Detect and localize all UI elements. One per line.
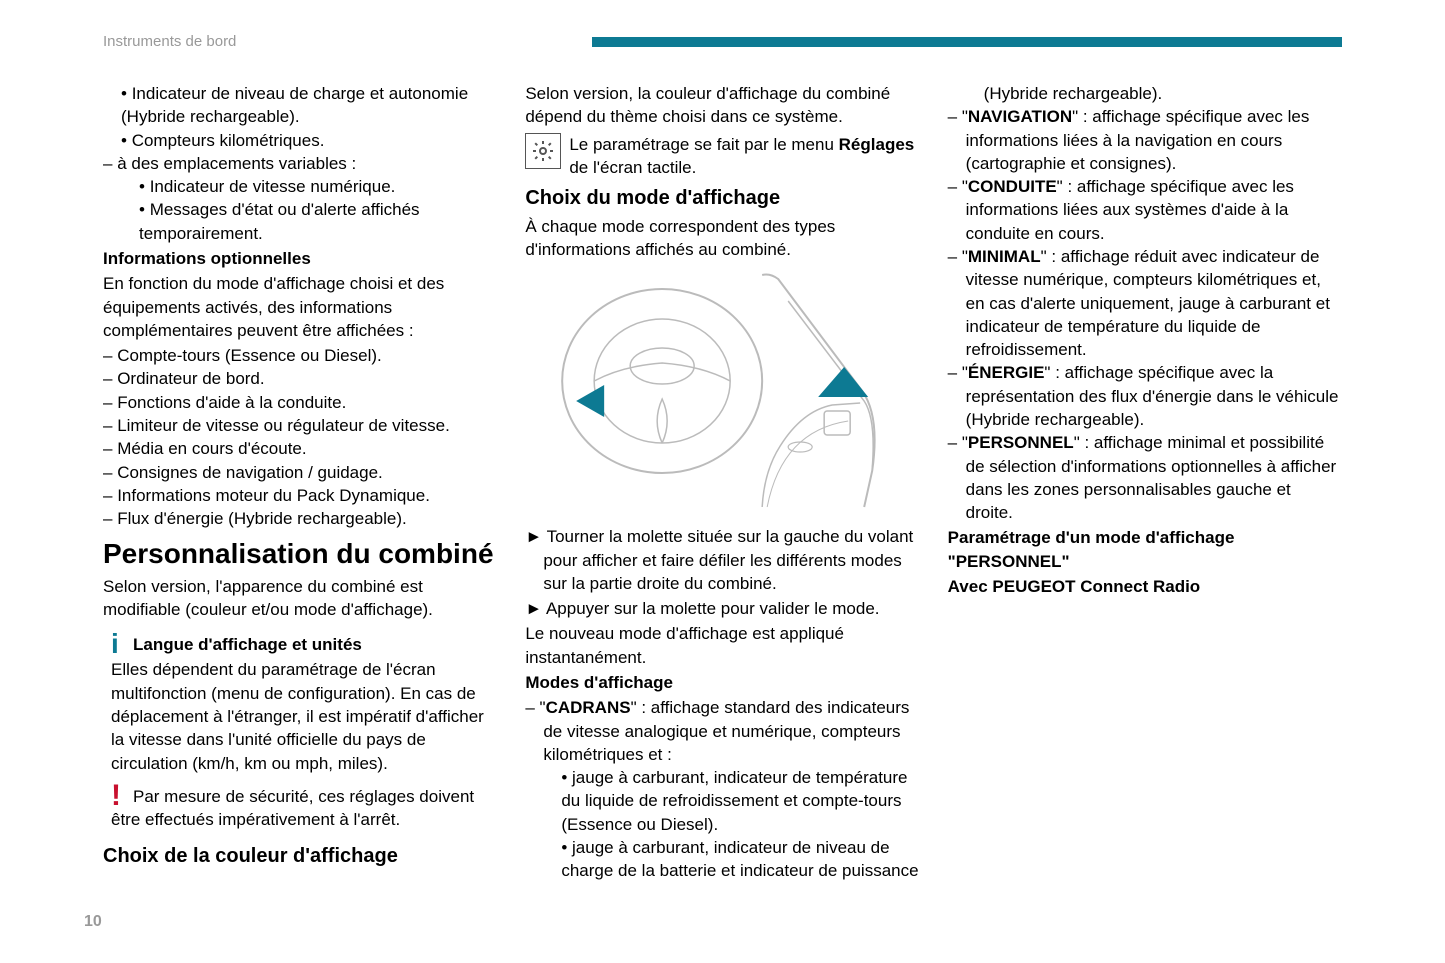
radio-heading: Avec PEUGEOT Connect Radio bbox=[948, 575, 1342, 598]
mode-conduite: "CONDUITE" : affichage spécifique avec l… bbox=[948, 175, 1342, 245]
mode-personnel: "PERSONNEL" : affichage minimal et possi… bbox=[948, 431, 1342, 524]
gear-text: Le paramétrage se fait par le menu Régla… bbox=[569, 133, 919, 180]
dash-item: Fonctions d'aide à la conduite. bbox=[103, 391, 497, 414]
header-accent-bar bbox=[592, 37, 1342, 47]
info-body: Elles dépendent du paramétrage de l'écra… bbox=[111, 658, 489, 774]
bullet-item: jauge à carburant, indicateur de tempéra… bbox=[561, 766, 919, 836]
dash-item: Compte-tours (Essence ou Diesel). bbox=[103, 344, 497, 367]
info-title: Langue d'affichage et unités bbox=[133, 635, 362, 654]
dash-item: Informations moteur du Pack Dynamique. bbox=[103, 484, 497, 507]
opt-list: Compte-tours (Essence ou Diesel). Ordina… bbox=[103, 344, 497, 530]
mode-navigation: "NAVIGATION" : affichage spécifique avec… bbox=[948, 105, 1342, 175]
info-box: iLangue d'affichage et unités Elles dépe… bbox=[103, 627, 497, 783]
color-heading: Choix de la couleur d'affichage bbox=[103, 843, 497, 870]
bullet-item: Compteurs kilométriques. bbox=[121, 129, 497, 152]
page-header: Instruments de bord bbox=[103, 33, 1342, 50]
step-1: Tourner la molette située sur la gauche … bbox=[525, 525, 919, 595]
mode-cadrans: "CADRANS" : affichage standard des indic… bbox=[525, 696, 919, 766]
page-number: 10 bbox=[84, 913, 102, 931]
gear-text-2: de l'écran tactile. bbox=[569, 158, 696, 177]
custom-text: Selon version, l'apparence du combiné es… bbox=[103, 575, 497, 622]
steering-wheel-illustration bbox=[525, 271, 919, 511]
mode-text: À chaque mode correspondent des types d'… bbox=[525, 215, 919, 262]
top-bullets: Indicateur de niveau de charge et autono… bbox=[103, 82, 497, 152]
dash-item: Limiteur de vitesse ou régulateur de vit… bbox=[103, 414, 497, 437]
gear-icon bbox=[525, 133, 561, 169]
section-title: Instruments de bord bbox=[103, 33, 236, 50]
warn-text: Par mesure de sécurité, ces réglages doi… bbox=[111, 787, 474, 829]
warning-box: !Par mesure de sécurité, ces réglages do… bbox=[103, 783, 497, 838]
color-text: Selon version, la couleur d'affichage du… bbox=[525, 82, 919, 129]
dash-intro: à des emplacements variables : bbox=[103, 152, 497, 175]
bullet-item: Indicateur de niveau de charge et autono… bbox=[121, 82, 497, 129]
dash-list: à des emplacements variables : bbox=[103, 152, 497, 175]
step-2: Appuyer sur la molette pour valider le m… bbox=[525, 597, 919, 620]
step-result: Le nouveau mode d'affichage est appliqué… bbox=[525, 622, 919, 669]
gear-note: Le paramétrage se fait par le menu Régla… bbox=[525, 133, 919, 180]
dash-item: Média en cours d'écoute. bbox=[103, 437, 497, 460]
mode-minimal: "MINIMAL" : affichage réduit avec indica… bbox=[948, 245, 1342, 361]
sub-bullets: Indicateur de vitesse numérique. Message… bbox=[103, 175, 497, 245]
mode-heading: Choix du mode d'affichage bbox=[525, 185, 919, 212]
param-heading: Paramétrage d'un mode d'affichage "PERSO… bbox=[948, 526, 1342, 573]
mode-energie: "ÉNERGIE" : affichage spécifique avec la… bbox=[948, 361, 1342, 431]
personnalisation-heading: Personnalisation du combiné bbox=[103, 538, 497, 570]
info-icon: i bbox=[111, 633, 133, 655]
bullet-item: Indicateur de vitesse numérique. bbox=[139, 175, 497, 198]
opt-text: En fonction du mode d'affichage choisi e… bbox=[103, 272, 497, 342]
gear-text-1: Le paramétrage se fait par le menu bbox=[569, 135, 838, 154]
dash-item: Ordinateur de bord. bbox=[103, 367, 497, 390]
content-columns: Indicateur de niveau de charge et autono… bbox=[103, 82, 1342, 903]
gear-bold: Réglages bbox=[839, 135, 915, 154]
dash-item: Consignes de navigation / guidage. bbox=[103, 461, 497, 484]
dash-item: Flux d'énergie (Hybride rechargeable). bbox=[103, 507, 497, 530]
bullet-item: Messages d'état ou d'alerte affichés tem… bbox=[139, 198, 497, 245]
warning-icon: ! bbox=[111, 785, 133, 806]
modes-heading: Modes d'affichage bbox=[525, 671, 919, 694]
opt-heading: Informations optionnelles bbox=[103, 247, 497, 270]
